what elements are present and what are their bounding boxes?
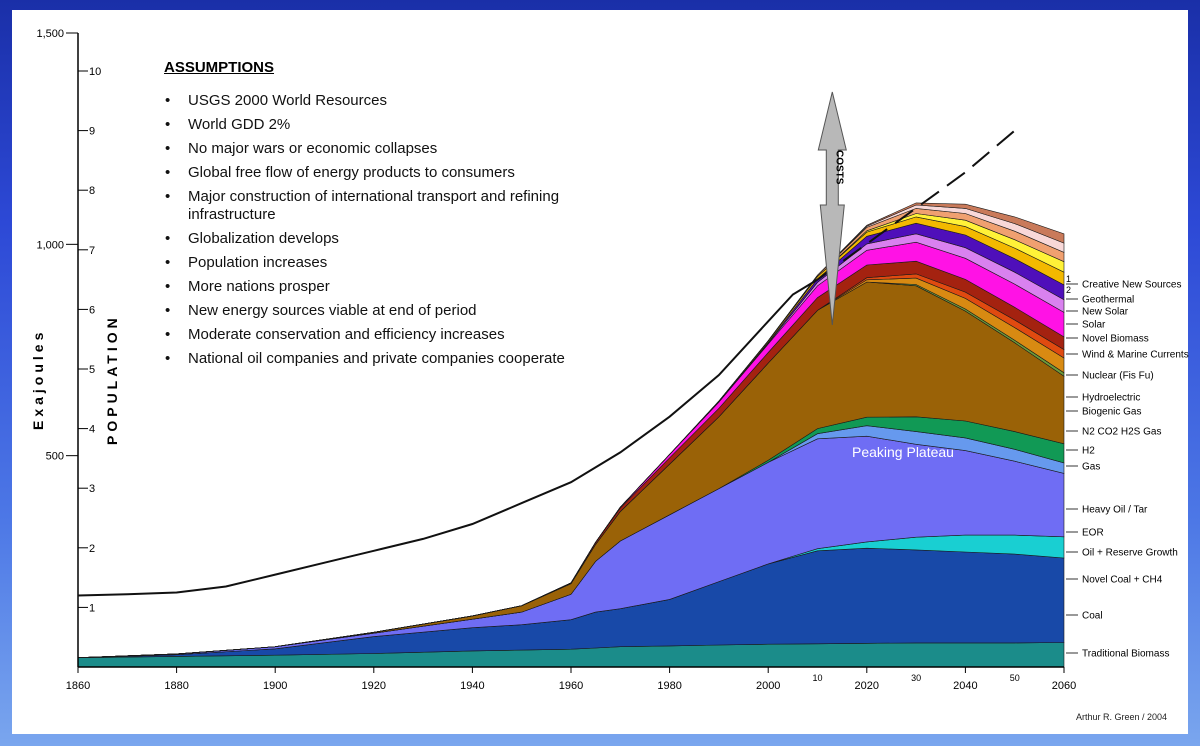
y-tick-label: 1,000 (36, 239, 64, 251)
assumption-item: Major construction of international tran… (165, 188, 628, 224)
legend-label: Gas (1082, 462, 1100, 473)
x-tick-label: 1880 (164, 680, 188, 692)
assumption-item: Moderate conservation and efficiency inc… (165, 326, 628, 344)
y2-tick-label: 1 (89, 602, 95, 614)
x-minor-tick-label: 50 (1010, 673, 1020, 683)
x-tick-label: 1860 (66, 680, 90, 692)
legend-label: Biogenic Gas (1082, 407, 1141, 418)
costs-arrow (817, 91, 847, 326)
y2-tick-label: 10 (89, 66, 101, 78)
x-tick-label: 1980 (657, 680, 681, 692)
x-tick-label: 2040 (953, 680, 977, 692)
y2-axis-label-population: POPULATION (104, 314, 120, 445)
legend-brace-number: 2 (1066, 285, 1071, 295)
y-tick-label: 1,500 (36, 28, 64, 40)
y2-tick-label: 8 (89, 185, 95, 197)
y2-tick-label: 7 (89, 245, 95, 257)
assumption-item: Population increases (165, 254, 628, 272)
y-tick-label: 500 (46, 451, 64, 463)
legend-label: Geothermal (1082, 295, 1134, 306)
assumption-item: New energy sources viable at end of peri… (165, 302, 628, 320)
x-minor-tick-label: 30 (911, 673, 921, 683)
assumption-item: More nations prosper (165, 278, 628, 296)
assumptions-list: USGS 2000 World Resources World GDD 2% N… (165, 92, 628, 374)
legend-label: H2 (1082, 446, 1095, 457)
x-minor-tick-label: 10 (812, 673, 822, 683)
assumption-item: No major wars or economic collapses (165, 140, 628, 158)
legend-label: Wind & Marine Currents (1082, 350, 1189, 361)
legend-label: Heavy Oil / Tar (1082, 505, 1148, 516)
costs-label: COSTS (833, 150, 844, 185)
legend-label: Creative New Sources (1082, 280, 1181, 291)
legend-label: Novel Coal + CH4 (1082, 575, 1163, 586)
assumptions-title: ASSUMPTIONS (164, 59, 275, 76)
legend-label: Hydroelectric (1082, 393, 1140, 404)
legend-label: EOR (1082, 528, 1104, 539)
y2-tick-label: 9 (89, 126, 95, 138)
legend-label: Traditional Biomass (1082, 649, 1169, 660)
x-tick-label: 2060 (1052, 680, 1076, 692)
author-credit: Arthur R. Green / 2004 (1076, 712, 1168, 722)
legend-label: New Solar (1082, 307, 1129, 318)
legend-label: N2 CO2 H2S Gas (1082, 427, 1161, 438)
assumption-item: National oil companies and private compa… (165, 350, 628, 368)
legend-brace-number: 1 (1066, 274, 1071, 284)
assumption-item: World GDD 2% (165, 116, 628, 134)
area-series-creative-new-sources-1 (77, 202, 1065, 658)
x-tick-label: 1920 (362, 680, 386, 692)
x-tick-label: 1900 (263, 680, 287, 692)
x-tick-label: 2000 (756, 680, 780, 692)
y2-tick-label: 2 (89, 543, 95, 555)
x-tick-label: 1940 (460, 680, 484, 692)
legend-label: Oil + Reserve Growth (1082, 548, 1178, 559)
population-line (77, 278, 819, 597)
legend-label: Nuclear (Fis Fu) (1082, 371, 1154, 382)
population-projection-line (816, 129, 1016, 281)
legend-label: Solar (1082, 320, 1106, 331)
y2-tick-label: 4 (89, 424, 95, 436)
legend-label: Coal (1082, 611, 1103, 622)
x-tick-label: 2020 (855, 680, 879, 692)
assumption-item: Global free flow of energy products to c… (165, 164, 628, 182)
x-tick-label: 1960 (559, 680, 583, 692)
assumption-item: Globalization develops (165, 230, 628, 248)
legend-label: Novel Biomass (1082, 334, 1149, 345)
y2-tick-label: 6 (89, 304, 95, 316)
assumption-item: USGS 2000 World Resources (165, 92, 628, 110)
y-axis-label-exajoules: Exajoules (30, 328, 46, 430)
peaking-plateau-label: Peaking Plateau (852, 444, 954, 460)
y2-tick-label: 3 (89, 483, 95, 495)
y2-tick-label: 5 (89, 364, 95, 376)
